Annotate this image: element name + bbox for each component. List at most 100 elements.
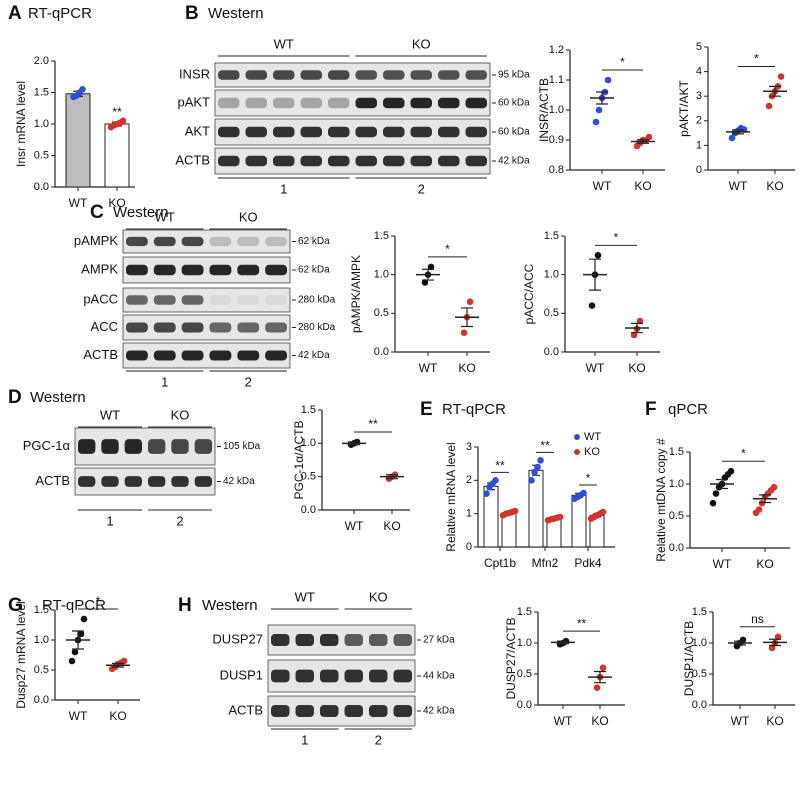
blot-band (237, 350, 260, 361)
blot-band (320, 669, 339, 683)
panel-letter: C (90, 202, 104, 223)
panel-title: RT-qPCR (42, 597, 106, 614)
panel-letter: G (8, 595, 23, 616)
blot-band (171, 476, 189, 487)
error-bar (386, 474, 398, 480)
y-tick-label: 1.5 (544, 230, 559, 242)
blot-band (237, 236, 260, 247)
blot-band (300, 97, 322, 109)
x-tick-label: KO (756, 557, 773, 571)
error-bar (348, 441, 360, 446)
x-tick-label: WT (731, 714, 750, 728)
blot-band (328, 126, 350, 138)
blot-band (265, 322, 287, 333)
blot-band (369, 705, 388, 717)
significance-label: * (96, 594, 101, 608)
blot-band (153, 236, 176, 247)
legend-marker (574, 449, 580, 455)
blot-band (126, 322, 148, 333)
blot-group-label: KO (239, 209, 258, 224)
y-tick-label: 1.5 (692, 606, 707, 618)
data-point (531, 468, 538, 476)
error-bar (461, 307, 473, 328)
x-tick-label: KO (591, 714, 608, 728)
blot-band (126, 236, 148, 247)
y-axis-label: Dusp27 mRNA level (14, 601, 28, 708)
y-tick-label: 1.0 (301, 437, 316, 449)
blot-band (465, 97, 487, 109)
bar (571, 494, 587, 548)
x-tick-label: WT (419, 361, 438, 375)
panel-letter: E (420, 399, 433, 420)
y-axis-label: Relative mRNA level (444, 442, 458, 551)
marker-label: 62 kDa (298, 236, 330, 247)
blot-band (218, 126, 240, 138)
blot-band (265, 350, 287, 361)
blot-band (438, 126, 460, 138)
significance-label: * (586, 471, 591, 485)
blot-band (126, 350, 148, 361)
x-tick-label: KO (634, 179, 651, 193)
y-tick-label: 1.5 (517, 606, 532, 618)
blot-band (344, 634, 363, 646)
blot-band (410, 97, 432, 109)
data-point (774, 633, 782, 641)
blot-row-label: AKT (185, 123, 210, 138)
x-tick-label: WT (554, 714, 573, 728)
x-tick-label: Cpt1b (484, 556, 516, 570)
data-point (68, 657, 76, 665)
blot-band (328, 155, 350, 167)
significance-label: ** (540, 439, 550, 453)
data-point (427, 263, 435, 271)
bar (104, 123, 130, 188)
x-tick-label: WT (69, 709, 88, 723)
data-point (765, 102, 773, 110)
blot-band (181, 264, 204, 276)
lane-label: 2 (418, 181, 425, 196)
blot-band (465, 126, 487, 138)
y-tick-label: 5 (696, 41, 702, 53)
panel-title: Western (202, 597, 258, 614)
blot-band (181, 295, 204, 305)
blot-band (273, 70, 295, 80)
bar (65, 93, 91, 188)
significance-label: * (445, 242, 450, 256)
y-axis-label: PGC-1α/ACTB (292, 421, 306, 500)
blot-band (438, 155, 460, 167)
data-point (630, 331, 638, 339)
significance-label: ** (577, 616, 587, 630)
blot-band (245, 126, 267, 138)
marker-label: 42 kDa (423, 706, 455, 717)
blot-row-label: pACC (83, 291, 118, 306)
blot-band (237, 322, 260, 333)
panel-title: qPCR (668, 401, 708, 418)
blot-frame (122, 314, 291, 341)
blot-band (355, 126, 377, 138)
x-tick-label: KO (766, 179, 783, 193)
significance-label: * (620, 55, 625, 69)
error-bar (557, 640, 569, 645)
x-tick-label: WT (69, 196, 88, 210)
y-tick-label: 1.5 (301, 404, 316, 416)
lane-label: 2 (176, 513, 183, 528)
lane-label: 2 (375, 732, 382, 747)
lane-label: 1 (161, 374, 168, 389)
y-axis-label: pAKT/AKT (677, 79, 691, 136)
blot-band (410, 70, 432, 80)
blot-band (153, 295, 176, 305)
y-tick-label: 0.0 (34, 694, 49, 706)
blot-band (148, 439, 166, 454)
y-axis-label: DUSP1/ACTB (682, 621, 696, 696)
blot-band (273, 155, 295, 167)
blot-band (273, 126, 295, 138)
data-point (77, 630, 85, 638)
blot-band (320, 634, 339, 646)
data-point (768, 644, 776, 652)
blot-band (393, 634, 412, 646)
blot-group-label: WT (274, 36, 294, 51)
y-tick-label: 0.0 (692, 699, 707, 711)
x-tick-label: WT (713, 557, 732, 571)
error-bar (72, 630, 84, 650)
marker-label: 95 kDa (498, 70, 530, 81)
